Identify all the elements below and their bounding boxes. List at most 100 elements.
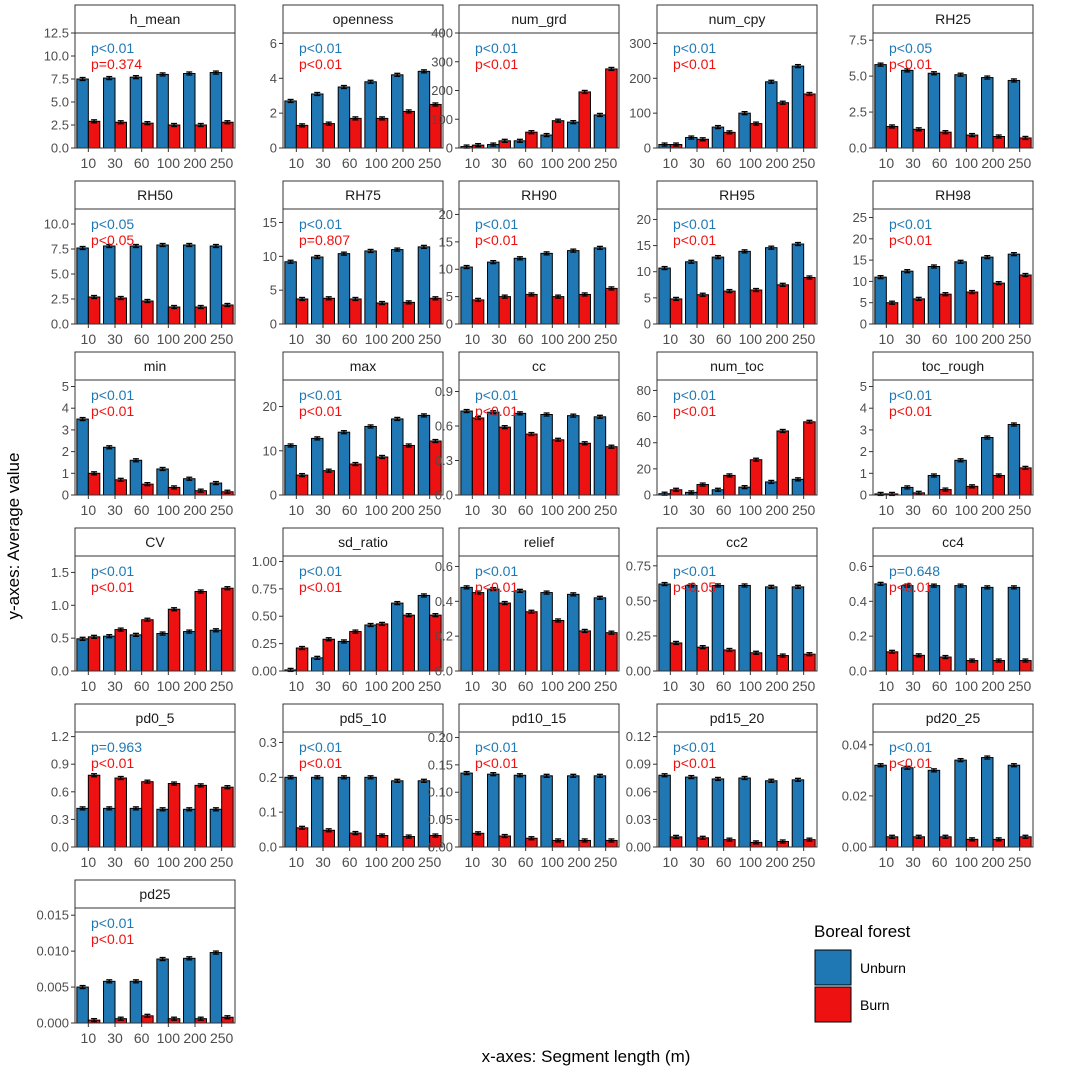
bar-burn-250 <box>221 587 234 672</box>
y-tick-label: 12.5 <box>44 26 69 41</box>
x-tick-label: 10 <box>289 155 305 171</box>
y-tick-label: 0 <box>270 141 277 156</box>
y-tick-label: 0.6 <box>51 784 69 799</box>
bar-unburn-10 <box>76 78 89 149</box>
plot-frame <box>656 731 818 848</box>
p-value-burn: p<0.01 <box>475 232 518 248</box>
facet-strip <box>282 527 444 557</box>
bar-unburn-250 <box>209 629 223 672</box>
facet-title: cc <box>532 358 546 374</box>
facet-panel-RH90: RH90 0 5 10 15 20 10 30 60 100 200 250 p<0.01p<0.01 <box>439 180 620 347</box>
bar-burn-30 <box>696 294 709 325</box>
p-value-unburn: p<0.01 <box>91 40 134 56</box>
facet-title: CV <box>145 534 165 550</box>
plot-frame <box>458 731 620 848</box>
bar-burn-30 <box>498 426 511 496</box>
p-value-unburn: p<0.01 <box>475 563 518 579</box>
x-tick-label: 60 <box>134 502 150 518</box>
p-value-burn: p<0.01 <box>889 403 932 419</box>
bar-unburn-250 <box>593 775 607 848</box>
bar-unburn-10 <box>284 776 297 848</box>
facet-title: RH75 <box>345 187 381 203</box>
plot-frame <box>74 379 236 496</box>
y-tick-label: 0.0 <box>51 141 69 156</box>
x-tick-label: 200 <box>981 155 1005 171</box>
bar-unburn-60 <box>129 245 143 325</box>
bar-burn-10 <box>669 298 683 325</box>
bar-unburn-10 <box>284 444 297 496</box>
y-tick-label: 20 <box>637 461 651 476</box>
y-tick-label: 1 <box>860 466 867 481</box>
bar-burn-30 <box>696 646 709 672</box>
bar-unburn-200 <box>981 757 994 848</box>
bar-unburn-60 <box>513 412 527 496</box>
bar-unburn-100 <box>738 584 751 672</box>
bar-unburn-250 <box>417 70 431 149</box>
x-tick-label: 100 <box>365 502 389 518</box>
bar-unburn-10 <box>460 772 473 848</box>
bar-burn-30 <box>912 298 925 325</box>
y-tick-label: 0.000 <box>36 1016 69 1031</box>
x-tick-label: 10 <box>879 155 895 171</box>
bar-burn-60 <box>141 122 154 149</box>
y-tick-label: 0.3 <box>435 453 453 468</box>
bar-unburn-10 <box>76 807 89 848</box>
x-tick-label: 200 <box>765 678 789 694</box>
y-tick-label: 0.015 <box>36 908 69 923</box>
bar-burn-250 <box>221 121 234 149</box>
y-tick-label: 15 <box>853 253 867 268</box>
y-tick-label: 4 <box>62 401 69 416</box>
x-tick-label: 100 <box>739 502 763 518</box>
x-tick-label: 250 <box>594 331 618 347</box>
x-tick-label: 250 <box>210 678 234 694</box>
bar-burn-100 <box>749 289 763 325</box>
x-tick-label: 60 <box>342 155 358 171</box>
x-tick-label: 30 <box>107 502 123 518</box>
y-tick-label: 0.09 <box>626 757 651 772</box>
y-tick-label: 0.2 <box>849 629 867 644</box>
bar-burn-250 <box>221 304 234 325</box>
x-tick-label: 200 <box>183 155 207 171</box>
bar-burn-30 <box>912 654 925 672</box>
bar-burn-10 <box>295 474 309 496</box>
bar-unburn-10 <box>284 100 297 149</box>
p-value-burn: p<0.01 <box>889 755 932 771</box>
x-tick-label: 200 <box>765 155 789 171</box>
bar-unburn-100 <box>156 808 169 848</box>
bar-burn-10 <box>471 417 485 496</box>
bar-unburn-60 <box>337 253 351 325</box>
x-tick-label: 200 <box>391 331 415 347</box>
facet-title: RH25 <box>935 11 971 27</box>
bar-unburn-100 <box>540 592 553 672</box>
x-tick-label: 10 <box>465 155 481 171</box>
y-tick-label: 6 <box>270 36 277 51</box>
y-tick-label: 0.1 <box>259 805 277 820</box>
p-value-burn: p<0.01 <box>299 755 342 771</box>
plot-frame <box>656 32 818 149</box>
bar-unburn-200 <box>567 121 580 149</box>
plot-frame <box>656 208 818 325</box>
p-value-burn: p<0.01 <box>673 755 716 771</box>
x-tick-label: 10 <box>81 331 97 347</box>
p-value-unburn: p=0.648 <box>889 563 940 579</box>
x-tick-label: 200 <box>765 854 789 870</box>
bar-burn-200 <box>194 124 207 149</box>
p-value-burn: p=0.807 <box>299 232 350 248</box>
x-tick-label: 200 <box>981 502 1005 518</box>
bar-unburn-30 <box>901 585 914 672</box>
x-tick-label: 60 <box>932 502 948 518</box>
facet-title: num_grd <box>511 11 566 27</box>
p-value-unburn: p<0.01 <box>299 40 342 56</box>
plot-frame <box>872 208 1034 325</box>
bar-unburn-10 <box>658 267 671 325</box>
y-tick-label: 200 <box>431 83 453 98</box>
x-tick-label: 10 <box>465 331 481 347</box>
facet-title: openness <box>333 11 394 27</box>
y-tick-label: 0 <box>860 488 867 503</box>
bar-unburn-200 <box>981 256 994 325</box>
bar-unburn-250 <box>1007 79 1021 149</box>
y-tick-label: 20 <box>637 212 651 227</box>
bar-unburn-60 <box>337 776 351 848</box>
facet-strip <box>282 4 444 34</box>
